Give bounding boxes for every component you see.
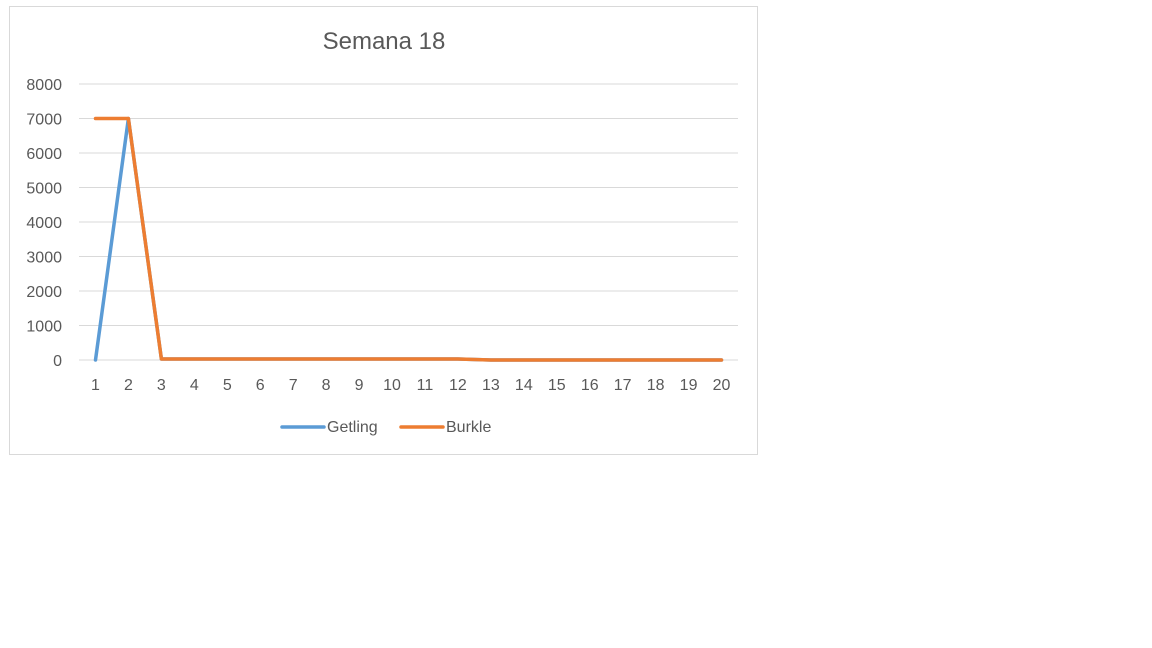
x-tick-label: 6 <box>256 377 265 394</box>
y-tick-label: 3000 <box>26 250 62 267</box>
x-tick-label: 11 <box>417 377 434 394</box>
y-tick-label: 6000 <box>26 146 62 163</box>
y-tick-label: 5000 <box>26 181 62 198</box>
x-tick-label: 19 <box>680 377 698 394</box>
x-tick-label: 20 <box>713 377 731 394</box>
x-axis-ticks: 1 2 3 4 5 6 7 8 9 10 11 12 13 14 15 16 17 18 19 20 <box>91 377 731 394</box>
x-tick-label: 8 <box>322 377 331 394</box>
chart-title: Semana 18 <box>323 28 446 55</box>
y-tick-label: 4000 <box>26 215 62 232</box>
x-tick-label: 10 <box>383 377 401 394</box>
x-tick-label: 9 <box>355 377 364 394</box>
x-tick-label: 2 <box>124 377 133 394</box>
x-tick-label: 12 <box>449 377 467 394</box>
y-tick-label: 7000 <box>26 112 62 129</box>
x-tick-label: 17 <box>614 377 632 394</box>
y-axis-ticks: 0 1000 2000 3000 4000 5000 6000 7000 8000 <box>26 77 62 370</box>
chart-frame: Semana 18 0 1000 2000 3000 4000 5000 6000 7000 8… <box>9 6 758 455</box>
legend-label-burkle: Burkle <box>446 419 491 436</box>
y-tick-label: 1000 <box>26 319 62 336</box>
series-lines <box>93 116 724 362</box>
x-tick-label: 1 <box>91 377 100 394</box>
x-tick-label: 5 <box>223 377 232 394</box>
series-line-burkle <box>93 116 724 362</box>
x-tick-label: 3 <box>157 377 166 394</box>
gridlines <box>79 83 738 361</box>
y-tick-label: 8000 <box>26 77 62 94</box>
x-tick-label: 14 <box>515 377 533 394</box>
legend: Getling Burkle <box>280 419 491 436</box>
x-tick-label: 13 <box>482 377 500 394</box>
y-tick-label: 2000 <box>26 284 62 301</box>
y-tick-label: 0 <box>53 353 62 370</box>
legend-label-getling: Getling <box>327 419 378 436</box>
x-tick-label: 16 <box>581 377 599 394</box>
series-line-getling <box>93 116 724 362</box>
x-tick-label: 15 <box>548 377 566 394</box>
x-tick-label: 4 <box>190 377 199 394</box>
line-chart: Semana 18 0 1000 2000 3000 4000 5000 6000 7000 8… <box>26 28 738 436</box>
x-tick-label: 7 <box>289 377 298 394</box>
x-tick-label: 18 <box>647 377 665 394</box>
